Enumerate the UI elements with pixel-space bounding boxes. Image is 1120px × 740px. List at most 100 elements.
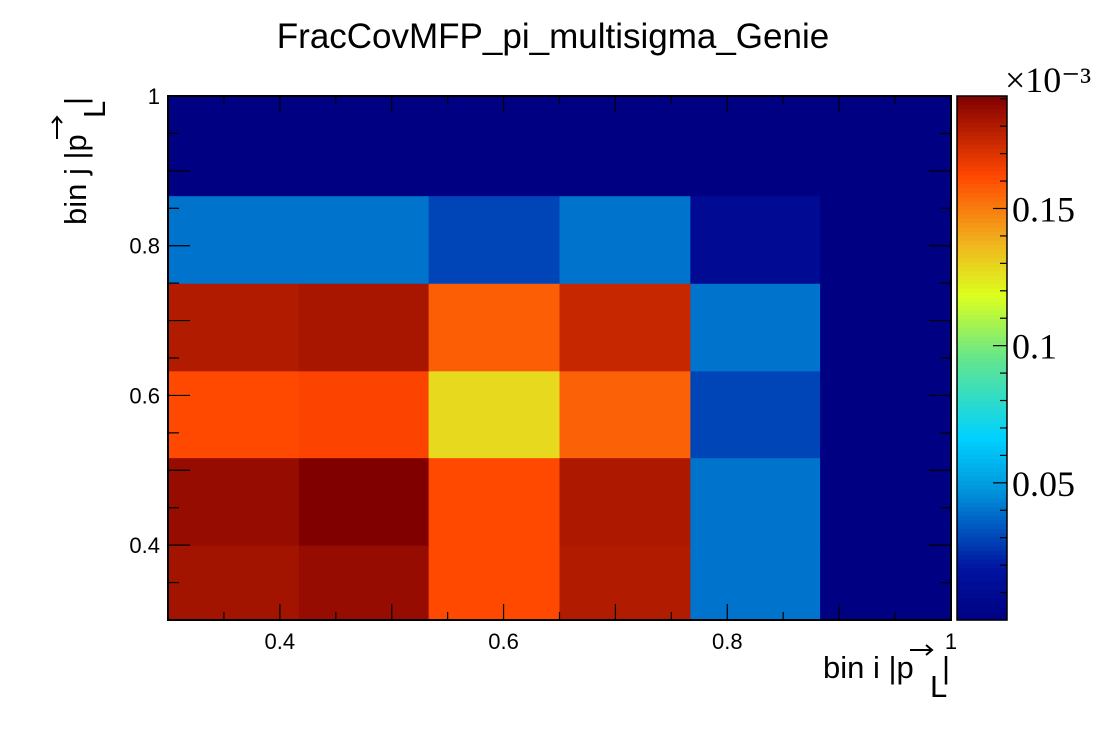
- heatmap-cell: [168, 195, 300, 284]
- x-axis-ticks: 0.4 0.6 0.8 1: [167, 96, 957, 654]
- palette-band: [957, 502, 1007, 508]
- palette-band: [957, 427, 1007, 433]
- palette-band: [957, 475, 1007, 481]
- palette-band: [957, 257, 1007, 263]
- heatmap-cell: [820, 457, 952, 546]
- palette-tick-label: 0.1: [1012, 327, 1057, 367]
- palette-band: [957, 235, 1007, 241]
- palette-band: [957, 205, 1007, 211]
- y-axis-title-subscript: L: [77, 101, 112, 118]
- palette-band: [957, 362, 1007, 368]
- palette-band: [957, 589, 1007, 595]
- y-tick-label: 0.4: [129, 533, 160, 558]
- palette-band: [957, 567, 1007, 573]
- palette-band: [957, 493, 1007, 499]
- palette-band: [957, 419, 1007, 425]
- palette-band: [957, 580, 1007, 586]
- palette-band: [957, 270, 1007, 276]
- palette-band: [957, 462, 1007, 468]
- heatmap-cell: [428, 195, 561, 284]
- palette-band: [957, 388, 1007, 394]
- palette-band: [957, 563, 1007, 569]
- heatmap-cell: [820, 370, 952, 459]
- palette-band: [957, 113, 1007, 119]
- x-axis-title: bin i |p L |: [823, 644, 950, 704]
- chart-title: FracCovMFP_pi_multisigma_Genie: [277, 17, 829, 56]
- palette-band: [957, 152, 1007, 158]
- heatmap-cell: [168, 96, 300, 197]
- heatmap-cell: [559, 545, 691, 621]
- heatmap-cell: [690, 283, 821, 372]
- palette-band: [957, 318, 1007, 324]
- palette-band: [957, 109, 1007, 115]
- palette-band: [957, 227, 1007, 232]
- palette-band: [957, 174, 1007, 180]
- palette-tick-label: 0.05: [1012, 464, 1075, 504]
- palette-band: [957, 213, 1007, 219]
- palette-band: [957, 323, 1007, 329]
- palette-band: [957, 489, 1007, 494]
- palette-band: [957, 104, 1007, 110]
- palette-band: [957, 117, 1007, 123]
- palette-band: [957, 170, 1007, 176]
- heatmap-cell: [298, 545, 430, 621]
- y-tick-label: 1: [148, 84, 160, 109]
- palette-band: [957, 467, 1007, 473]
- palette-band: [957, 366, 1007, 372]
- heatmap-cells: [168, 96, 952, 621]
- palette-band: [957, 515, 1007, 521]
- palette-band: [957, 449, 1007, 455]
- heatmap-cell: [298, 283, 430, 372]
- palette-band: [957, 375, 1007, 381]
- palette-band: [957, 606, 1007, 612]
- palette-band: [957, 161, 1007, 167]
- y-axis-title-text: bin j |p: [58, 134, 93, 225]
- palette-band: [957, 471, 1007, 477]
- palette-band: [957, 392, 1007, 398]
- palette-band: [957, 550, 1007, 556]
- palette-band: [957, 340, 1007, 346]
- palette-band: [957, 288, 1007, 294]
- palette-band: [957, 100, 1007, 106]
- palette-band: [957, 196, 1007, 202]
- palette-band: [957, 231, 1007, 237]
- palette-band: [957, 244, 1007, 250]
- palette-band: [957, 423, 1007, 429]
- palette-band: [957, 593, 1007, 599]
- palette-band: [957, 349, 1007, 355]
- palette-band: [957, 165, 1007, 171]
- palette-band: [957, 248, 1007, 254]
- x-tick-label: 0.6: [488, 629, 519, 654]
- palette-exponent-label: ×10⁻³: [1005, 60, 1091, 100]
- palette-band: [957, 240, 1007, 246]
- palette-band: [957, 209, 1007, 215]
- heatmap-cell: [168, 370, 300, 459]
- palette-band: [957, 187, 1007, 193]
- heatmap-cell: [298, 370, 430, 459]
- palette-band: [957, 615, 1007, 621]
- palette-band: [957, 484, 1007, 490]
- heatmap-cell: [559, 195, 691, 284]
- palette-band: [957, 545, 1007, 551]
- palette-band: [957, 126, 1007, 132]
- palette-band: [957, 497, 1007, 503]
- heatmap-cell: [559, 370, 691, 459]
- palette-band: [957, 218, 1007, 224]
- heatmap-cell: [298, 457, 430, 546]
- palette-band: [957, 283, 1007, 289]
- palette-band: [957, 611, 1007, 617]
- heatmap-cell: [559, 96, 691, 197]
- palette-band: [957, 414, 1007, 420]
- palette-band: [957, 309, 1007, 315]
- heatmap-cell: [168, 457, 300, 546]
- palette-band: [957, 139, 1007, 145]
- palette-band: [957, 558, 1007, 564]
- heatmap-cell: [428, 370, 561, 459]
- palette-band: [957, 585, 1007, 591]
- heatmap-cell: [298, 96, 430, 197]
- palette-band: [957, 148, 1007, 154]
- palette-band: [957, 440, 1007, 446]
- palette-band: [957, 519, 1007, 525]
- x-tick-label: 0.4: [265, 629, 296, 654]
- palette-band: [957, 528, 1007, 534]
